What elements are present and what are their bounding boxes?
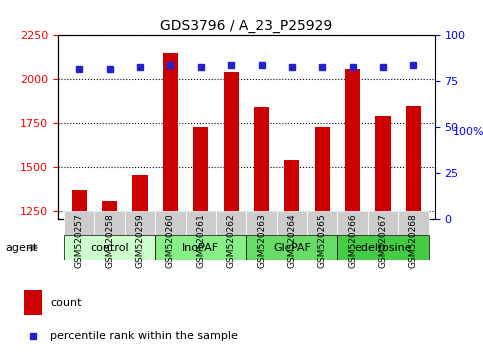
Bar: [102, 201, 117, 219]
Text: GSM520266: GSM520266: [348, 213, 357, 268]
Bar: [216, 211, 246, 235]
Bar: [94, 211, 125, 235]
Bar: [254, 107, 269, 219]
Bar: [155, 235, 246, 260]
Bar: [338, 235, 428, 260]
Bar: [155, 211, 185, 235]
Text: GSM520261: GSM520261: [196, 213, 205, 268]
Text: count: count: [50, 298, 82, 308]
Bar: [132, 175, 148, 219]
Bar: [71, 190, 87, 219]
Text: GlcPAF: GlcPAF: [273, 243, 311, 253]
Bar: [375, 116, 391, 219]
Bar: [64, 211, 94, 235]
Bar: [224, 72, 239, 219]
Text: percentile rank within the sample: percentile rank within the sample: [50, 331, 238, 341]
Text: agent: agent: [6, 243, 38, 253]
Bar: [246, 211, 277, 235]
Bar: [125, 211, 155, 235]
Bar: [284, 160, 299, 219]
Bar: [368, 211, 398, 235]
Bar: [185, 211, 216, 235]
Text: GSM520258: GSM520258: [105, 213, 114, 268]
Text: GSM520263: GSM520263: [257, 213, 266, 268]
Bar: [246, 235, 338, 260]
Bar: [307, 211, 338, 235]
Bar: [193, 127, 208, 219]
Text: GSM520257: GSM520257: [75, 213, 84, 268]
Text: GSM520262: GSM520262: [227, 213, 236, 268]
Bar: [338, 211, 368, 235]
Bar: [398, 211, 428, 235]
Bar: [406, 105, 421, 219]
Text: GSM520268: GSM520268: [409, 213, 418, 268]
Bar: [163, 53, 178, 219]
Bar: [64, 235, 155, 260]
Bar: [277, 211, 307, 235]
Bar: [315, 127, 330, 219]
Text: GSM520265: GSM520265: [318, 213, 327, 268]
Bar: [345, 69, 360, 219]
Text: GSM520267: GSM520267: [379, 213, 387, 268]
Bar: [24, 290, 42, 315]
Text: control: control: [90, 243, 129, 253]
Y-axis label: 100%: 100%: [453, 127, 483, 137]
Text: GSM520264: GSM520264: [287, 213, 297, 268]
Text: GSM520259: GSM520259: [136, 213, 144, 268]
Text: GSM520260: GSM520260: [166, 213, 175, 268]
Text: edelfosine: edelfosine: [354, 243, 412, 253]
Title: GDS3796 / A_23_P25929: GDS3796 / A_23_P25929: [160, 19, 332, 33]
Text: InoPAF: InoPAF: [182, 243, 219, 253]
